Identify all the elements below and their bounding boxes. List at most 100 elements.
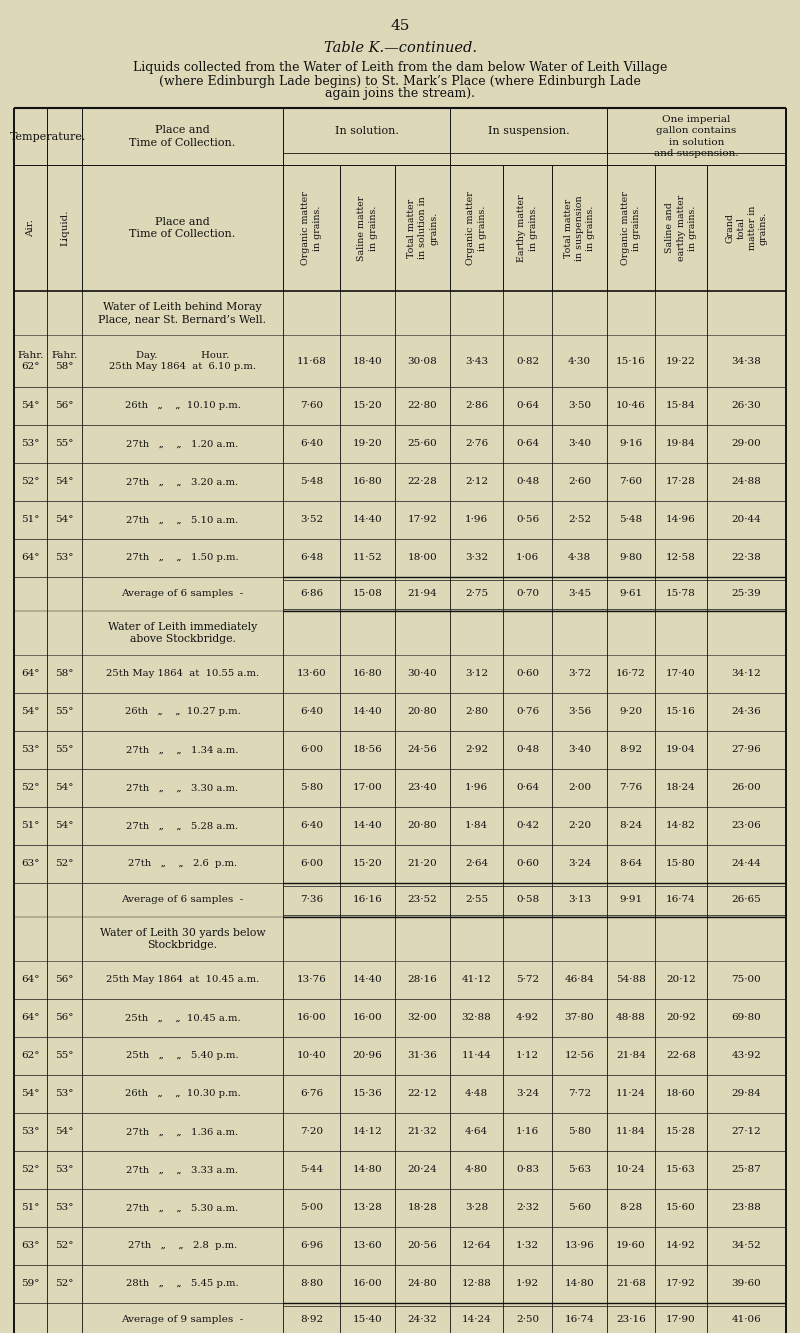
Text: 28th   „    „   5.45 p.m.: 28th „ „ 5.45 p.m. — [126, 1280, 239, 1289]
Text: 2·92: 2·92 — [465, 745, 488, 754]
Text: 3·40: 3·40 — [568, 440, 591, 448]
Text: 8·80: 8·80 — [300, 1280, 323, 1289]
Text: 19·04: 19·04 — [666, 745, 696, 754]
Text: 46·84: 46·84 — [565, 976, 594, 985]
Text: 20·24: 20·24 — [408, 1165, 438, 1174]
Text: 15·20: 15·20 — [353, 860, 382, 869]
Text: again joins the stream).: again joins the stream). — [325, 88, 475, 100]
Text: 25·60: 25·60 — [408, 440, 438, 448]
Text: 64°: 64° — [22, 976, 40, 985]
Text: Water of Leith behind Moray
Place, near St. Bernard’s Well.: Water of Leith behind Moray Place, near … — [98, 301, 266, 324]
Text: 20·96: 20·96 — [353, 1052, 382, 1061]
Text: 34·38: 34·38 — [732, 356, 762, 365]
Text: 17·92: 17·92 — [408, 516, 438, 524]
Text: 10·40: 10·40 — [297, 1052, 326, 1061]
Text: Water of Leith 30 yards below
Stockbridge.: Water of Leith 30 yards below Stockbridg… — [100, 928, 266, 950]
Text: 14·92: 14·92 — [666, 1241, 696, 1250]
Text: 14·82: 14·82 — [666, 821, 696, 830]
Text: 14·40: 14·40 — [353, 976, 382, 985]
Text: Organic matter
in grains.: Organic matter in grains. — [621, 191, 641, 265]
Text: 52°: 52° — [22, 1165, 40, 1174]
Text: 3·24: 3·24 — [516, 1089, 539, 1098]
Text: 15·36: 15·36 — [353, 1089, 382, 1098]
Text: 29·84: 29·84 — [732, 1089, 762, 1098]
Text: 25·87: 25·87 — [732, 1165, 762, 1174]
Text: Average of 6 samples  -: Average of 6 samples - — [122, 896, 244, 905]
Text: 27th   „    „   3.30 a.m.: 27th „ „ 3.30 a.m. — [126, 784, 238, 793]
Text: 17·00: 17·00 — [353, 784, 382, 793]
Text: 55°: 55° — [55, 745, 74, 754]
Text: 20·80: 20·80 — [408, 821, 438, 830]
Text: 3·12: 3·12 — [465, 669, 488, 678]
Text: 52°: 52° — [22, 784, 40, 793]
Text: Air.: Air. — [26, 219, 35, 237]
Text: 12·56: 12·56 — [565, 1052, 594, 1061]
Text: 0·48: 0·48 — [516, 745, 539, 754]
Text: 7·60: 7·60 — [300, 401, 323, 411]
Text: 2·52: 2·52 — [568, 516, 591, 524]
Text: 16·16: 16·16 — [353, 896, 382, 905]
Text: 5·44: 5·44 — [300, 1165, 323, 1174]
Text: 7·72: 7·72 — [568, 1089, 591, 1098]
Text: 28·16: 28·16 — [408, 976, 438, 985]
Text: 52°: 52° — [55, 860, 74, 869]
Text: 2·32: 2·32 — [516, 1204, 539, 1213]
Text: 54°: 54° — [22, 708, 40, 717]
Text: 8·24: 8·24 — [619, 821, 642, 830]
Text: 11·84: 11·84 — [616, 1128, 646, 1137]
Text: 0·64: 0·64 — [516, 401, 539, 411]
Text: 5·48: 5·48 — [300, 477, 323, 487]
Text: Earthy matter
in grains.: Earthy matter in grains. — [518, 195, 538, 261]
Text: 4·64: 4·64 — [465, 1128, 488, 1137]
Text: 1·06: 1·06 — [516, 553, 539, 563]
Text: 53°: 53° — [22, 440, 40, 448]
Text: 21·20: 21·20 — [408, 860, 438, 869]
Text: 21·84: 21·84 — [616, 1052, 646, 1061]
Text: 55°: 55° — [55, 1052, 74, 1061]
Text: 7·20: 7·20 — [300, 1128, 323, 1137]
Text: 21·32: 21·32 — [408, 1128, 438, 1137]
Text: 0·64: 0·64 — [516, 784, 539, 793]
Text: 9·16: 9·16 — [619, 440, 642, 448]
Text: Liquid.: Liquid. — [60, 209, 69, 247]
Text: 59°: 59° — [22, 1280, 40, 1289]
Text: 23·52: 23·52 — [408, 896, 438, 905]
Text: 53°: 53° — [55, 1204, 74, 1213]
Text: Organic matter
in grains.: Organic matter in grains. — [302, 191, 322, 265]
Text: 15·16: 15·16 — [616, 356, 646, 365]
Text: Fahr.
62°: Fahr. 62° — [18, 351, 44, 371]
Text: 14·96: 14·96 — [666, 516, 696, 524]
Text: 6·40: 6·40 — [300, 440, 323, 448]
Text: 64°: 64° — [22, 1013, 40, 1022]
Text: 4·38: 4·38 — [568, 553, 591, 563]
Text: 13·96: 13·96 — [565, 1241, 594, 1250]
Text: 12·64: 12·64 — [462, 1241, 491, 1250]
Text: 3·50: 3·50 — [568, 401, 591, 411]
Text: 15·80: 15·80 — [666, 860, 696, 869]
Text: 2·12: 2·12 — [465, 477, 488, 487]
Text: 1·96: 1·96 — [465, 784, 488, 793]
Text: 9·61: 9·61 — [619, 589, 642, 599]
Text: 22·38: 22·38 — [732, 553, 762, 563]
Text: 2·20: 2·20 — [568, 821, 591, 830]
Text: 53°: 53° — [55, 1089, 74, 1098]
Text: 27th   „    „   5.28 a.m.: 27th „ „ 5.28 a.m. — [126, 821, 238, 830]
Text: 1·12: 1·12 — [516, 1052, 539, 1061]
Text: 2·76: 2·76 — [465, 440, 488, 448]
Text: 16·00: 16·00 — [297, 1013, 326, 1022]
Text: 21·68: 21·68 — [616, 1280, 646, 1289]
Text: 24·88: 24·88 — [732, 477, 762, 487]
Text: 13·60: 13·60 — [297, 669, 326, 678]
Text: 52°: 52° — [55, 1241, 74, 1250]
Text: 48·88: 48·88 — [616, 1013, 646, 1022]
Text: 1·16: 1·16 — [516, 1128, 539, 1137]
Text: 3·56: 3·56 — [568, 708, 591, 717]
Text: 54·88: 54·88 — [616, 976, 646, 985]
Text: 17·90: 17·90 — [666, 1316, 696, 1325]
Text: 45: 45 — [390, 19, 410, 33]
Text: 24·80: 24·80 — [408, 1280, 438, 1289]
Text: Place and
Time of Collection.: Place and Time of Collection. — [130, 217, 236, 239]
Text: Day.              Hour.
25th May 1864  at  6.10 p.m.: Day. Hour. 25th May 1864 at 6.10 p.m. — [109, 351, 256, 371]
Text: 17·92: 17·92 — [666, 1280, 696, 1289]
Text: 54°: 54° — [55, 477, 74, 487]
